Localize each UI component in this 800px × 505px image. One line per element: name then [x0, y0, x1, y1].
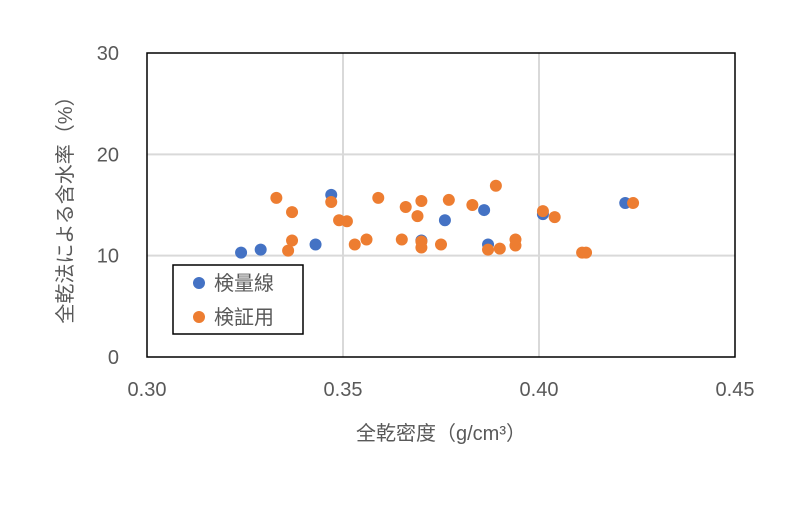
data-point-calibration — [478, 204, 491, 217]
data-point-validation — [270, 191, 283, 204]
legend-marker-validation — [193, 311, 205, 323]
data-point-validation — [395, 233, 408, 246]
legend-box — [172, 264, 304, 335]
data-point-validation — [411, 210, 424, 223]
tick-labels: 0.30 0.35 0.40 0.45 0 10 20 30 — [97, 43, 755, 401]
legend: 検量線 検証用 — [172, 264, 304, 335]
x-axis-label: 全乾密度（g/cm³） — [356, 422, 526, 445]
x-tick-label: 0.35 — [324, 379, 363, 401]
data-point-calibration — [254, 243, 267, 256]
data-point-validation — [548, 211, 561, 224]
x-tick-label: 0.40 — [520, 379, 559, 401]
legend-marker-calibration — [193, 277, 205, 289]
data-point-validation — [493, 242, 506, 255]
x-tick-label: 0.45 — [716, 379, 755, 401]
data-point-validation — [442, 193, 455, 206]
y-tick-label: 20 — [97, 144, 119, 166]
data-point-validation — [435, 238, 447, 251]
data-point-validation — [415, 194, 428, 207]
data-point-validation — [348, 238, 361, 251]
plot-area-border — [146, 52, 736, 358]
data-point-validation — [360, 233, 373, 246]
data-point-validation — [282, 244, 295, 257]
data-point-validation — [536, 205, 549, 218]
legend-label-calibration: 検量線 — [214, 272, 274, 295]
data-point-calibration — [309, 238, 322, 251]
data-point-validation — [286, 234, 299, 247]
data-point-validation — [509, 233, 522, 246]
y-tick-label: 10 — [97, 246, 119, 268]
data-point-validation — [415, 241, 428, 254]
data-point-validation — [482, 243, 495, 256]
data-point-validation — [489, 179, 502, 192]
data-point-calibration — [438, 214, 451, 227]
data-points — [235, 179, 640, 259]
data-point-calibration — [235, 246, 248, 259]
y-tick-label: 0 — [108, 347, 119, 369]
data-point-validation — [466, 199, 479, 211]
data-point-validation — [580, 246, 593, 259]
y-axis-label: 全乾法による含水率（%） — [54, 86, 77, 323]
data-point-validation — [372, 191, 385, 204]
data-point-validation — [286, 206, 299, 219]
y-tick-label: 30 — [97, 43, 119, 65]
legend-label-validation: 検証用 — [214, 306, 274, 329]
data-point-validation — [627, 196, 640, 209]
data-point-validation — [325, 195, 338, 208]
x-tick-label: 0.30 — [128, 379, 167, 401]
data-point-validation — [399, 201, 412, 214]
data-point-validation — [340, 215, 353, 228]
